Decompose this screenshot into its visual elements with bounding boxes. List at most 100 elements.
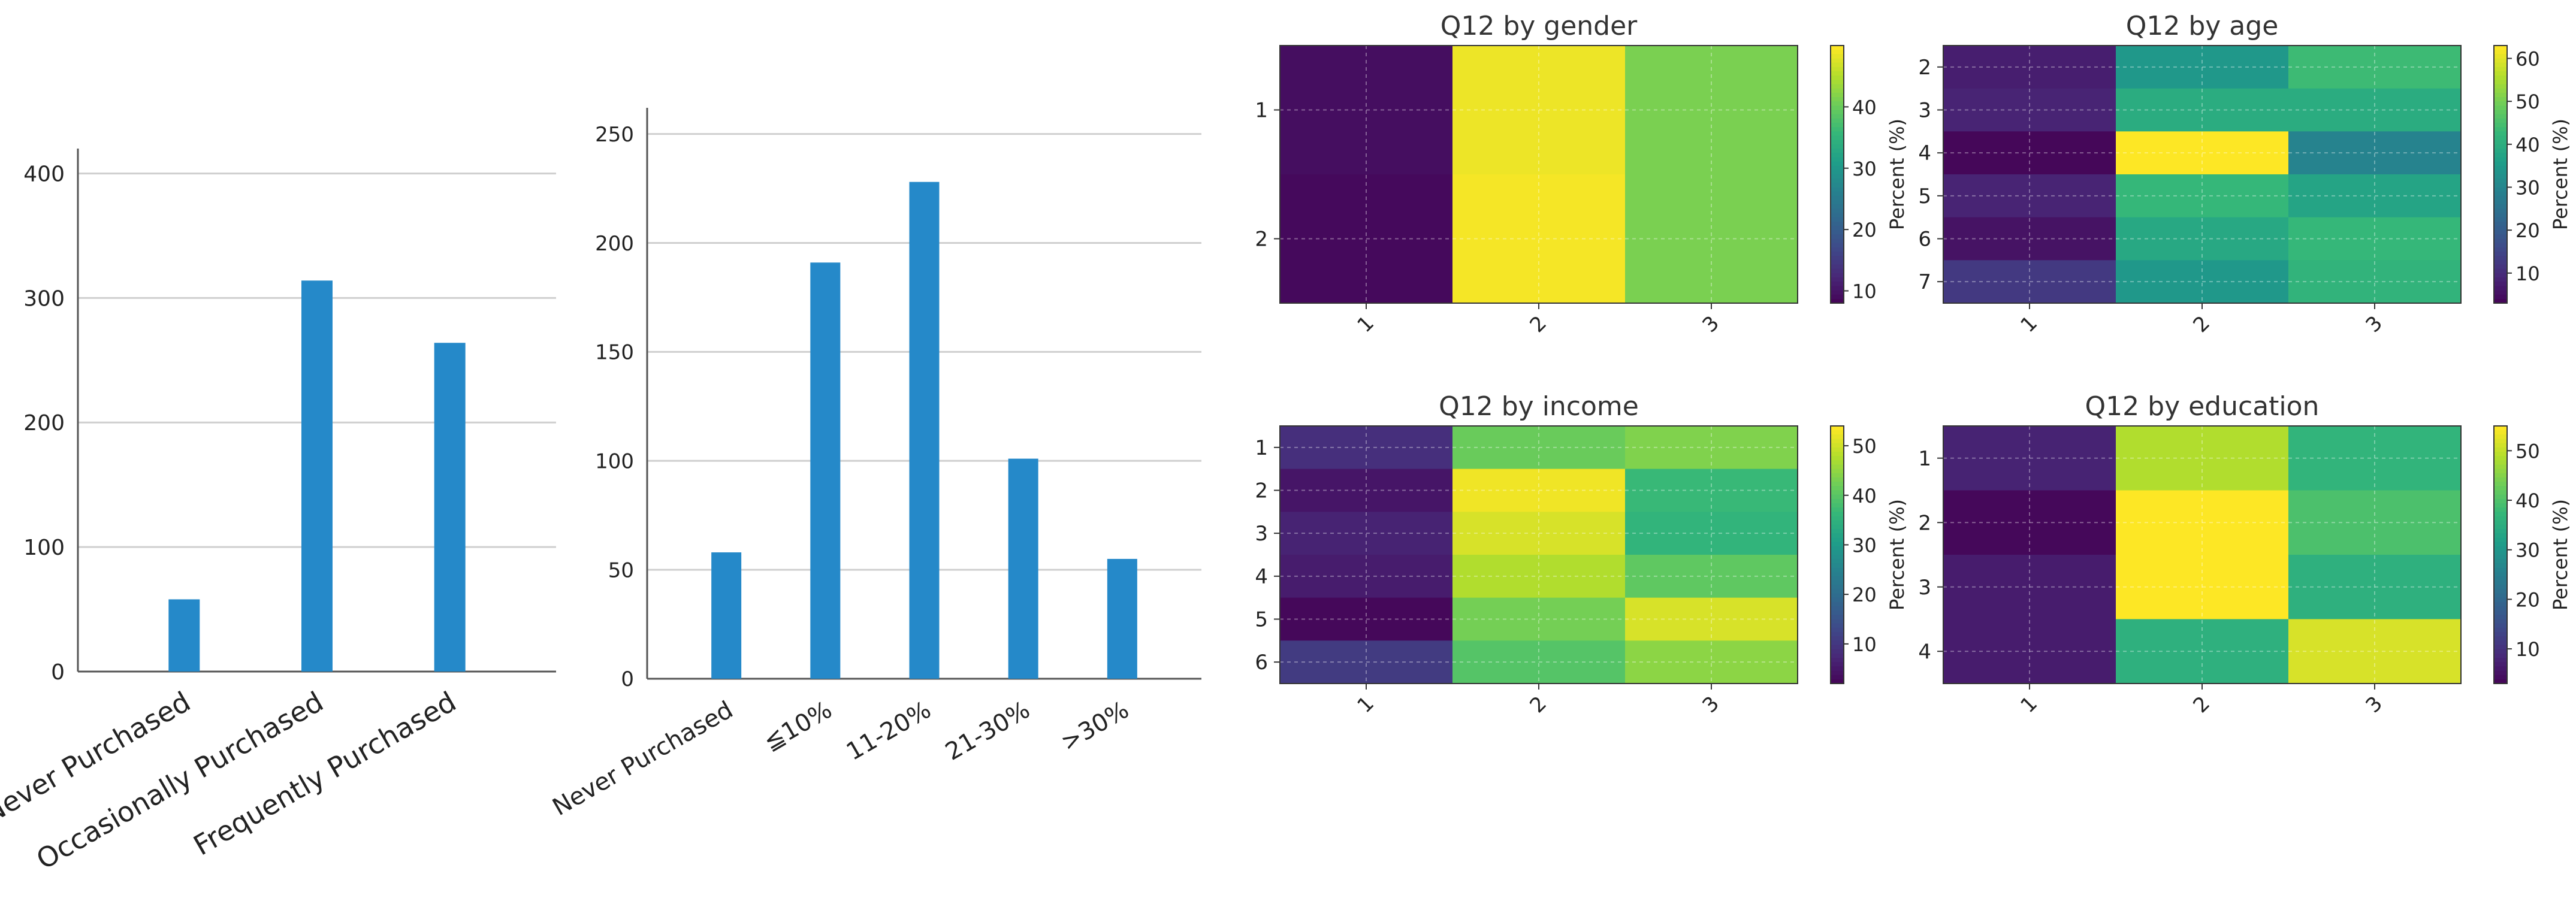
colorbar-segment [2494,174,2507,179]
heatmap-cell [1625,640,1798,684]
row-tick-label: 4 [1918,141,1931,165]
heatmap-cell [1280,46,1453,175]
heatmap-title: Q12 by gender [1440,11,1638,41]
colorbar-segment [1831,486,1844,491]
colorbar-segment [1831,149,1844,153]
colorbar-tick-label: 50 [2515,440,2540,462]
colorbar-segment [1831,187,1844,192]
heatmap-cell [2288,174,2462,218]
colorbar-segment [2494,675,2507,680]
heatmap-cell [1280,512,1453,555]
colorbar-segment [1831,88,1844,93]
colorbar-tick-label: 30 [1852,534,1877,557]
colorbar-segment [2494,430,2507,435]
colorbar-segment [1831,679,1844,684]
colorbar-segment [1831,490,1844,495]
colorbar-segment [2494,477,2507,482]
heatmap-title: Q12 by age [2126,11,2279,41]
colorbar-segment [2494,298,2507,304]
row-tick-label: 2 [1918,511,1931,535]
colorbar-segment [2494,268,2507,274]
colorbar-segment [2494,208,2507,214]
colorbar-segment [1831,58,1844,64]
colorbar-segment [2494,213,2507,218]
heatmap-cell [1625,597,1798,641]
y-tick-label: 200 [595,232,634,256]
heatmap-cell [2116,174,2289,218]
colorbar-segment [1831,290,1844,295]
colorbar-segment [1831,252,1844,256]
colorbar-frame [1830,425,1844,684]
colorbar-segment [1831,75,1844,80]
colorbar-tick-label: 30 [2515,539,2540,562]
colorbar-segment [2494,282,2507,286]
colorbar-segment [2494,230,2507,235]
heatmap-cell [1625,555,1798,598]
colorbar-segment [1831,123,1844,128]
colorbar-segment [1831,298,1844,304]
bar [711,552,742,679]
colorbar-segment [2494,157,2507,162]
heatmap-cell [2116,619,2289,684]
colorbar-segment [2494,567,2507,573]
heatmap-cell [1943,619,2116,684]
colorbar-segment [2494,127,2507,132]
row-tick-label: 2 [1255,479,1268,503]
colorbar-segment [1831,636,1844,641]
colorbar-segment [2494,114,2507,119]
colorbar-segment [1831,452,1844,456]
colorbar-segment [1831,179,1844,183]
heatmap-cell [1943,174,2116,218]
colorbar-segment [1831,161,1844,167]
colorbar-segment [1831,294,1844,300]
heatmap-cell [1452,46,1626,175]
colorbar-tick-label: 30 [2515,177,2540,199]
colorbar-tick-label: 50 [2515,90,2540,113]
row-tick-label: 6 [1918,228,1931,252]
colorbar-segment [1831,520,1844,525]
colorbar-frame [2493,45,2508,304]
colorbar-segment [2494,80,2507,85]
colorbar-segment [1831,627,1844,633]
colorbar-segment [2494,243,2507,248]
col-tick-label: 1 [1352,691,1379,718]
colorbar-segment [1831,589,1844,594]
colorbar-segment [2494,101,2507,106]
colorbar-segment [2494,191,2507,196]
colorbar-segment [1831,615,1844,620]
colorbar-segment [1831,507,1844,512]
heatmap-cell [2116,46,2289,89]
colorbar-segment [1831,174,1844,179]
col-tick-label: 2 [2188,311,2215,337]
colorbar-segment [1831,277,1844,282]
colorbar-segment [1831,619,1844,624]
colorbar-segment [1831,662,1844,667]
row-tick-label: 3 [1918,99,1931,123]
heatmap-cell [1280,174,1453,304]
y-tick-label: 200 [23,411,65,436]
colorbar-segment [1831,559,1844,564]
y-tick-label: 100 [595,449,634,473]
colorbar-segment [2494,593,2507,598]
colorbar-tick-label: 40 [2515,489,2540,512]
colorbar-segment [2494,524,2507,530]
heatmap-cell [1943,490,2116,555]
colorbar-segment [1831,92,1844,98]
y-tick-label: 100 [23,536,65,560]
colorbar-segment [1831,460,1844,465]
colorbar-segment [1831,464,1844,470]
colorbar-segment [2494,426,2507,431]
colorbar-segment [2494,179,2507,183]
colorbar-segment [1831,234,1844,240]
colorbar-segment [2494,456,2507,461]
colorbar-segment [2494,153,2507,158]
colorbar-segment [1831,105,1844,111]
colorbar-segment [1831,593,1844,598]
col-tick-label: 1 [2016,691,2042,718]
heatmap-cell [1452,426,1626,470]
heatmap-cell [1625,468,1798,512]
colorbar-segment [1831,434,1844,440]
colorbar-segment [1831,482,1844,486]
colorbar-segment [2494,615,2507,620]
heatmap-cell [2116,260,2289,304]
